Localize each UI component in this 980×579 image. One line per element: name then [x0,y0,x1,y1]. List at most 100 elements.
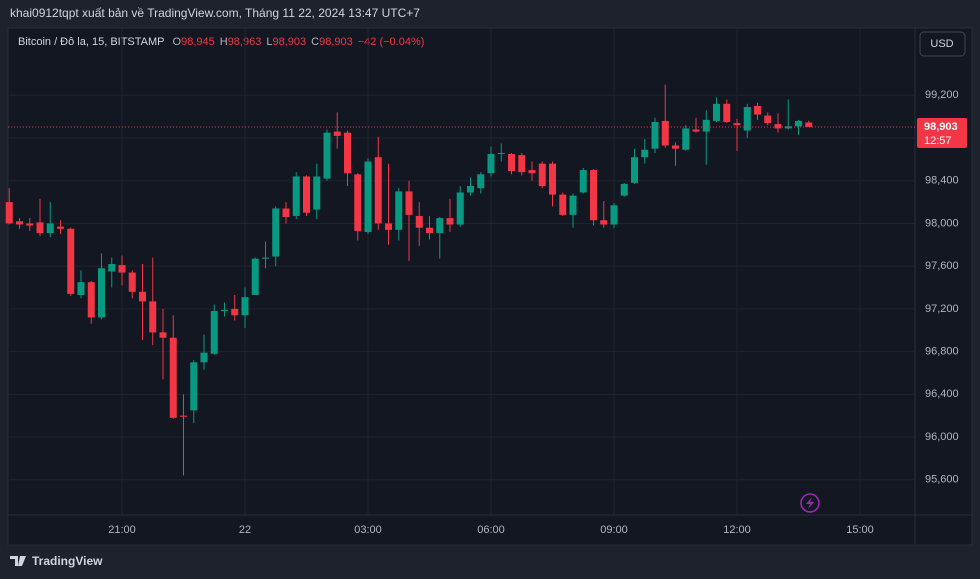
candle-body [221,309,228,312]
candle-body [754,105,761,115]
x-tick-label: 21:00 [108,524,136,536]
candle-body [487,154,495,174]
legend-change: −42 (−0.04%) [358,36,425,48]
candle-body [569,195,577,215]
candle-body [600,220,608,225]
candle-body [57,226,64,229]
candle-body [508,154,515,172]
y-tick-label: 97,200 [925,303,959,315]
candle-body [128,272,136,292]
candle-body [477,174,485,189]
candle-body [610,205,618,225]
candle-body [620,183,628,196]
currency-label[interactable]: USD [930,38,953,50]
candle-body [549,163,556,195]
legend: Bitcoin / Đô la, 15, BITSTAMP O98,945 H 98,… [18,36,424,48]
candle-body [241,297,249,316]
candle-body [641,149,649,158]
candle-body [323,132,331,179]
candle-body [426,227,433,234]
legend-key: C [311,36,319,48]
y-tick-label: 97,600 [925,260,959,272]
candle-body [497,152,505,155]
candle-body [764,115,772,124]
candle-body [518,155,526,173]
candle-body [579,170,587,193]
candle-body [467,186,474,193]
x-tick-label: 06:00 [477,524,505,536]
candle-body [436,218,444,234]
candle-body [5,202,13,224]
currency-button[interactable] [919,31,966,57]
candle-body [169,337,177,418]
brand-logo [10,556,26,566]
candle-body [528,170,536,174]
chart-panel [7,27,973,546]
candle-body [795,120,802,127]
y-tick-label: 95,600 [925,474,959,486]
candle-body [149,301,157,333]
x-tick-label: 15:00 [846,524,874,536]
candle-body [661,120,669,146]
y-tick-label: 96,800 [925,346,959,358]
candle-body [16,221,23,225]
candle-body [262,257,269,259]
candle-body [67,228,75,294]
candle-body [282,208,290,218]
candle-body [395,191,403,230]
x-tick-label: 09:00 [600,524,628,536]
legend-key: H [220,36,228,48]
candle-body [180,415,187,417]
candle-body [713,103,720,121]
candle-body [682,128,690,150]
y-tick-label: 96,000 [925,431,959,443]
candle-body [344,132,351,174]
candle-body [36,222,44,234]
legend-text: Bitcoin / Đô la, 15, BITSTAMP O98,945 H 98,… [18,36,424,48]
candle-body [415,215,423,228]
candle-body [733,123,741,126]
candle-body [77,282,85,295]
x-tick-label: 03:00 [354,524,382,536]
candle-body [190,362,198,411]
legend-value: 98,903 [319,36,353,48]
candle-body [456,192,464,225]
grid [8,28,915,515]
candle-body [651,121,659,149]
legend-value: 98,945 [181,36,215,48]
candle-body [210,311,218,354]
candle-body [672,145,679,149]
candle-body [743,107,751,131]
legend-symbol: Bitcoin / Đô la, 15, BITSTAMP [18,36,165,48]
legend-value: 98,903 [272,36,306,48]
header-title: khai0912tqpt xuất bản về TradingView.com… [10,6,420,20]
brand-name: TradingView [32,554,103,568]
candle-body [333,131,341,136]
candle-body [46,223,54,234]
candle-body [26,223,34,226]
candle-body [251,258,259,295]
candle-body [139,291,146,302]
y-tick-label: 99,200 [925,89,959,101]
y-tick-label: 98,000 [925,217,959,229]
alert-icon[interactable] [800,493,820,513]
candle-body [559,194,567,215]
candle-body [405,191,413,215]
candle-body [159,332,167,338]
y-tick-label: 98,400 [925,175,959,187]
candle-body [702,119,710,132]
candle-body [118,265,126,273]
candle-body [374,157,382,224]
candle-body [87,282,95,318]
candle-body [98,268,105,318]
legend-key: L [266,36,272,48]
alert-icon-bolt [806,497,814,509]
legend-key: O [173,36,182,48]
candle-body [313,176,321,210]
candle-body [692,129,700,132]
candle-body [446,218,454,225]
countdown: 12:57 [924,135,952,147]
x-tick-label: 12:00 [723,524,751,536]
candle-body [774,124,782,129]
